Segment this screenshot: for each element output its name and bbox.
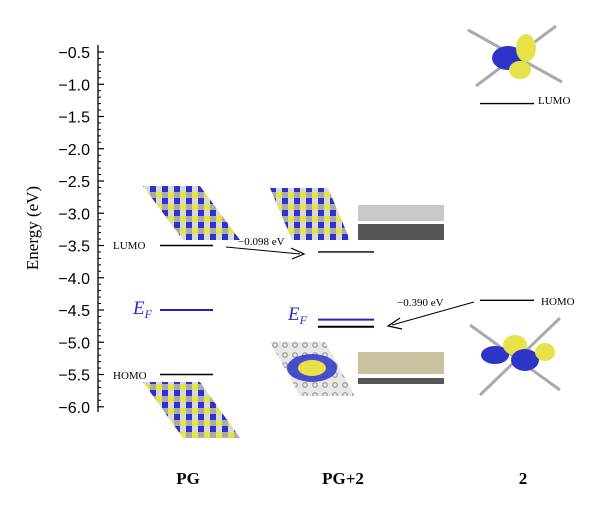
homo-shift-arrow xyxy=(391,301,475,326)
tick-label: −6.0 xyxy=(58,400,90,417)
axis-title: Energy (eV) xyxy=(23,186,42,270)
tick-label: −5.0 xyxy=(58,335,90,352)
lumo-shift-arrowhead xyxy=(290,247,306,260)
tick-label: −1.0 xyxy=(58,77,90,94)
pg-fermi-label: EF xyxy=(132,298,153,321)
column-label-pg: PG xyxy=(176,469,200,488)
mol-lumo-orbital-structure xyxy=(467,24,563,88)
column-label-mol: 2 xyxy=(519,469,528,488)
energy-axis-ticks: −0.5 −1.0 −1.5 −2.0 −2.5 −3.0 −3.5 −4.0 −4.5 −5.0… xyxy=(58,45,104,417)
lumo-shift-label: −0.098 eV xyxy=(238,236,285,248)
mol-lumo-label: LUMO xyxy=(538,95,570,107)
pg2-lumo-orbital-structure xyxy=(270,188,350,240)
pg2-homo-orbital-core xyxy=(298,360,326,376)
tick-label: −4.5 xyxy=(58,303,90,320)
tick-label: −5.5 xyxy=(58,368,90,385)
homo-shift-label: −0.390 eV xyxy=(397,297,444,309)
tick-label: −2.5 xyxy=(58,174,90,191)
column-label-pg2: PG+2 xyxy=(322,469,364,488)
tick-label: −1.5 xyxy=(58,110,90,127)
lumo-shift-arrow xyxy=(225,246,301,255)
pg2-fermi-label: EF xyxy=(287,304,308,327)
pg2-homo-molecule-side-view xyxy=(358,352,444,374)
tick-label: −3.5 xyxy=(58,239,90,256)
tick-label: −3.0 xyxy=(58,206,90,223)
mol-homo-label: HOMO xyxy=(541,296,575,308)
pg2-lumo-sheet-side-view xyxy=(358,224,444,240)
pg2-homo-sheet-side-view xyxy=(358,378,444,384)
tick-label: −4.0 xyxy=(58,271,90,288)
pg-lumo-label: LUMO xyxy=(113,240,145,252)
homo-shift-arrowhead xyxy=(386,317,403,330)
pg-homo-label: HOMO xyxy=(113,370,147,382)
pg2-lumo-molecule-side-view xyxy=(358,205,444,221)
tick-label: −2.0 xyxy=(58,142,90,159)
pg-homo-orbital-structure xyxy=(143,382,240,438)
pg-lumo-orbital-structure xyxy=(143,186,240,240)
tick-label: −0.5 xyxy=(58,45,90,62)
mol-homo-orbital-structure xyxy=(469,316,562,397)
